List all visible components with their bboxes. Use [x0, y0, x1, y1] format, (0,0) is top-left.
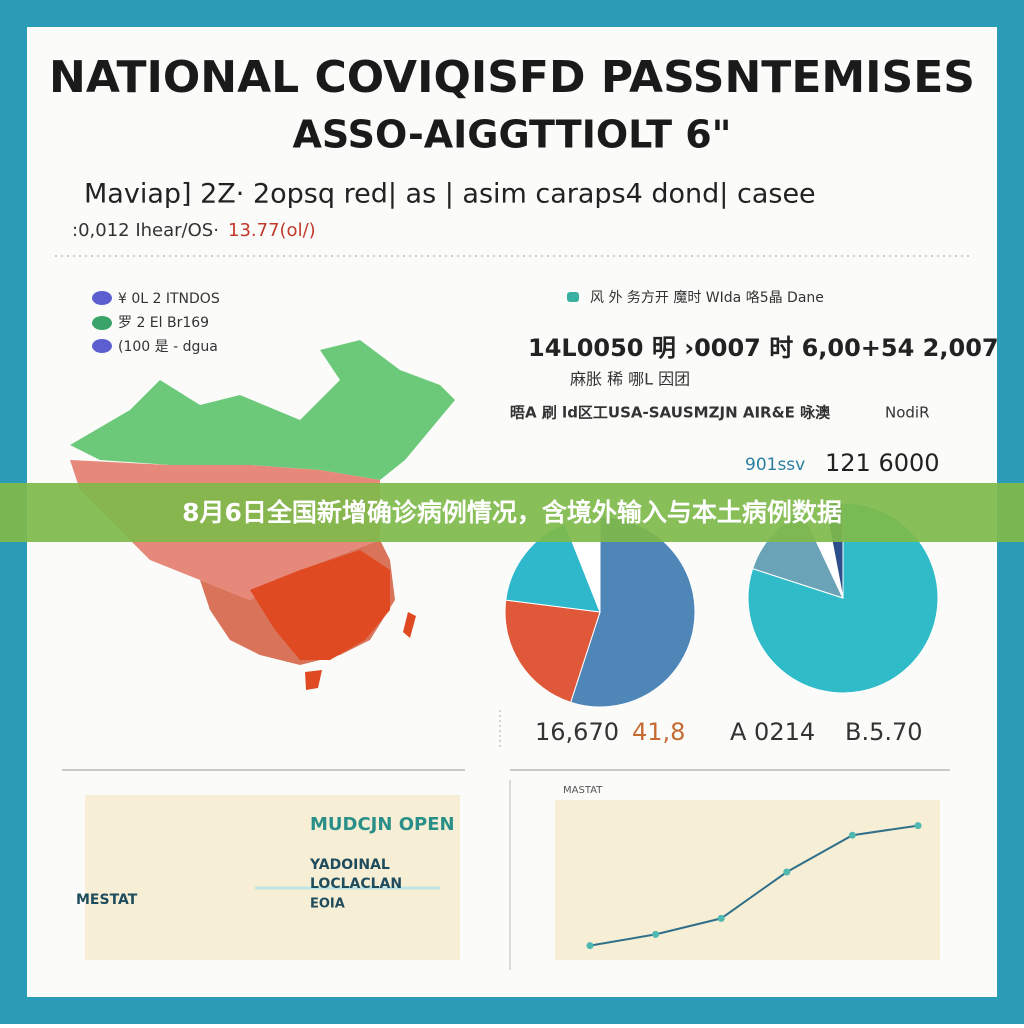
figure: 16,670 — [535, 718, 619, 746]
stats-note: NodiR — [885, 404, 930, 422]
panel-item: EOIA — [310, 897, 345, 912]
line-point — [586, 942, 594, 950]
stats-row: 麻胀 稀 哪L 因团 — [570, 370, 690, 389]
subline: :0,012 Ihear/OS· — [72, 220, 219, 241]
stats-label: 901ssv — [745, 455, 805, 475]
subline-highlight: 13.77(ol/) — [228, 220, 316, 241]
stats-value: 121 6000 — [825, 449, 940, 477]
line-point — [652, 930, 660, 938]
panel-label: MESTAT — [76, 892, 138, 908]
line-point — [717, 914, 725, 922]
line-point — [848, 831, 856, 839]
legend-marker — [92, 339, 112, 353]
legend-label: 罗 2 El Br169 — [118, 315, 209, 331]
title: NATIONAL COVIQISFD PASSNTEMISES — [49, 52, 975, 103]
panel-item: YADOINAL — [309, 857, 390, 873]
legend-marker — [92, 291, 112, 305]
stats-row: 14L0050 明 ›0007 时 6,00+54 2,007 — [528, 334, 999, 362]
stats-heading: 风 外 务方开 魔时 WIda 咯5晶 Dane — [590, 290, 824, 306]
line — [589, 824, 919, 947]
pie-slice — [504, 599, 601, 703]
panel-item: LOCLACLAN — [310, 876, 402, 892]
subtitle: Maviap] 2Z· 2opsq red| as | asim caraps4… — [84, 179, 816, 210]
line-point — [914, 822, 922, 830]
figure: 41,8 — [632, 718, 685, 746]
stats-row: 晤A 刷 ld区工USA-SAUSMZJN AIR&E 咏澳 — [510, 404, 831, 422]
title: ASSO-AIGGTTIOLT 6" — [293, 113, 732, 157]
figure: A 0214 — [730, 718, 815, 746]
legend-label: (100 是 - dgua — [118, 339, 218, 355]
line-point — [783, 868, 791, 876]
panel-bg — [85, 795, 460, 960]
panel-bg — [555, 800, 940, 960]
legend-marker — [567, 292, 579, 302]
line-chart — [586, 822, 922, 950]
legend-marker — [92, 316, 112, 330]
banner-text: 8月6日全国新增确诊病例情况，含境外输入与本土病例数据 — [182, 498, 842, 527]
panel-label: MASTAT — [563, 785, 603, 796]
legend-label: ¥ 0L 2 ITNDOS — [118, 291, 220, 307]
figure: B.5.70 — [845, 718, 923, 746]
banner — [0, 483, 1024, 542]
panel-title: MUDCJN OPEN — [310, 814, 455, 835]
